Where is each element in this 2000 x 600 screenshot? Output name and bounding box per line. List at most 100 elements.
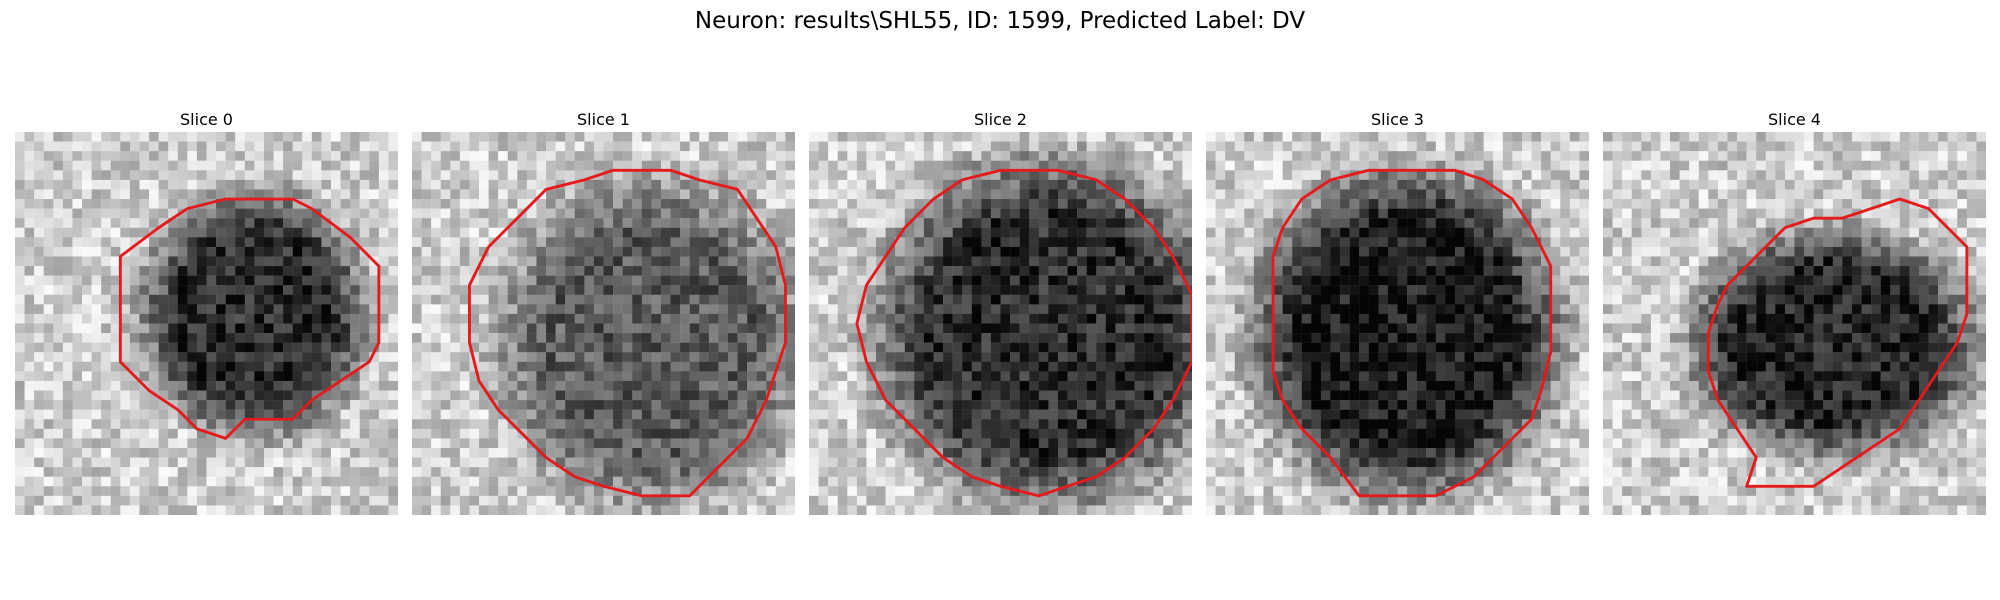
pixel <box>43 342 54 353</box>
pixel <box>866 438 877 449</box>
pixel <box>196 266 207 276</box>
pixel <box>440 256 451 267</box>
pixel <box>971 409 982 420</box>
pixel <box>235 256 245 267</box>
pixel <box>91 179 102 190</box>
pixel <box>847 428 858 439</box>
pixel <box>292 467 303 477</box>
pixel <box>1134 246 1145 257</box>
pixel <box>1569 132 1580 142</box>
pixel <box>235 151 245 161</box>
pixel <box>450 371 461 382</box>
pixel <box>196 467 207 477</box>
pixel <box>990 266 1001 276</box>
pixel <box>330 304 341 315</box>
pixel <box>1019 467 1030 477</box>
pixel <box>885 342 896 353</box>
pixel <box>292 189 303 200</box>
pixel <box>488 486 499 497</box>
pixel <box>388 189 398 200</box>
pixel <box>876 486 886 497</box>
pixel <box>350 189 360 200</box>
pixel <box>1038 285 1049 295</box>
pixel <box>1115 371 1126 382</box>
pixel <box>431 227 441 238</box>
pixel <box>350 141 360 152</box>
pixel <box>15 132 25 142</box>
pixel <box>766 476 777 487</box>
pixel <box>369 380 380 391</box>
pixel <box>469 227 480 238</box>
pixel <box>91 333 102 343</box>
pixel <box>283 486 293 497</box>
pixel <box>263 390 274 401</box>
pixel <box>837 400 848 410</box>
pixel <box>216 227 226 238</box>
pixel <box>43 323 54 334</box>
pixel <box>1010 342 1020 353</box>
pixel <box>680 237 690 248</box>
pixel <box>895 208 905 219</box>
pixel <box>1182 189 1192 200</box>
pixel <box>785 266 795 276</box>
pixel <box>737 218 748 228</box>
pixel <box>914 371 925 382</box>
pixel <box>904 170 915 181</box>
pixel <box>479 467 489 477</box>
pixel <box>536 170 547 181</box>
pixel <box>923 409 934 420</box>
pixel <box>139 208 150 219</box>
pixel <box>971 304 982 315</box>
pixel <box>660 409 671 420</box>
pixel <box>283 275 293 286</box>
pixel <box>962 476 972 487</box>
pixel <box>962 132 972 142</box>
pixel <box>302 132 313 142</box>
pixel <box>660 495 671 506</box>
pixel <box>72 400 83 410</box>
pixel <box>43 371 54 382</box>
pixel <box>235 304 245 315</box>
pixel <box>517 237 528 248</box>
pixel <box>1067 199 1078 209</box>
pixel <box>885 227 896 238</box>
pixel <box>885 199 896 209</box>
pixel <box>952 151 963 161</box>
pixel <box>507 199 518 209</box>
pixel <box>1029 189 1039 200</box>
pixel <box>1105 189 1116 200</box>
pixel <box>1163 371 1174 382</box>
pixel <box>876 352 886 362</box>
pixel <box>1019 218 1030 228</box>
pixel <box>1134 447 1145 458</box>
pixel <box>450 419 461 430</box>
pixel <box>82 361 92 372</box>
pixel <box>536 438 547 449</box>
pixel <box>1096 189 1107 200</box>
pixel <box>574 495 585 506</box>
pixel <box>149 199 159 209</box>
pixel <box>923 342 934 353</box>
pixel <box>507 323 518 334</box>
pixel <box>421 218 432 228</box>
pixel <box>244 428 255 439</box>
pixel <box>584 256 595 267</box>
pixel <box>818 199 829 209</box>
pixel <box>876 218 886 228</box>
pixel <box>747 256 757 267</box>
pixel <box>196 218 207 228</box>
pixel <box>34 342 44 353</box>
pixel <box>990 132 1001 142</box>
pixel <box>273 132 284 142</box>
pixel <box>622 237 633 248</box>
pixel <box>866 199 877 209</box>
pixel <box>235 170 245 181</box>
pixel <box>952 237 963 248</box>
pixel <box>847 486 858 497</box>
pixel <box>670 179 681 190</box>
pixel <box>216 246 226 257</box>
pixel <box>775 505 786 515</box>
pixel <box>120 227 131 238</box>
pixel <box>981 419 992 430</box>
pixel <box>196 409 207 420</box>
